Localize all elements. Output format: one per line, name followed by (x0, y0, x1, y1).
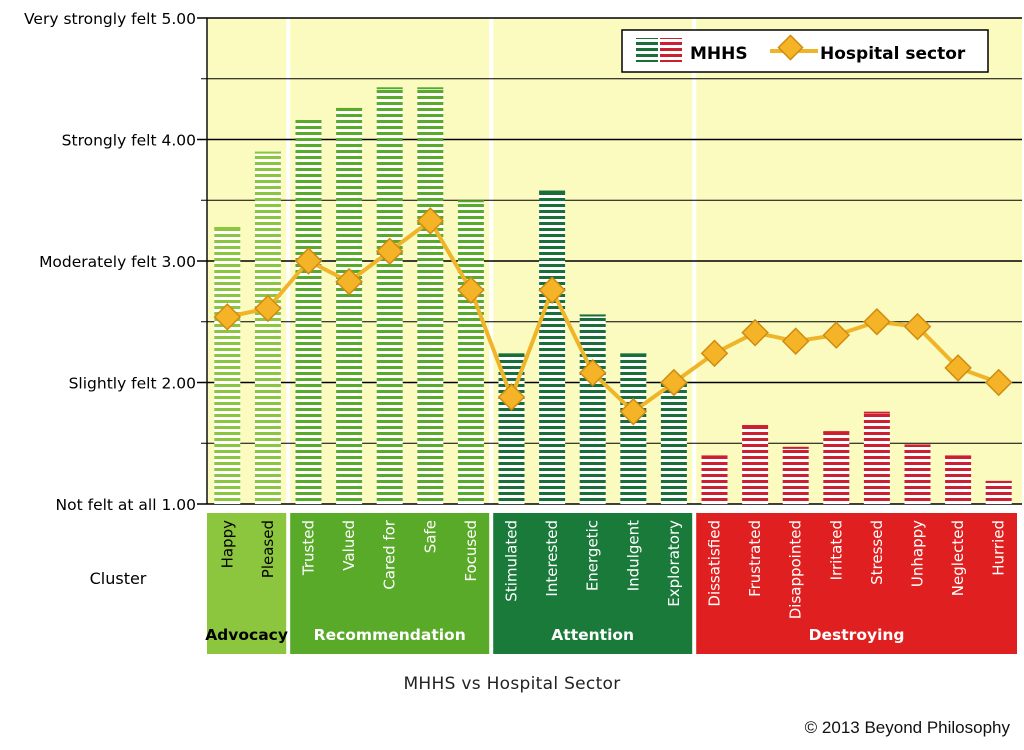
bar (660, 382, 687, 504)
bar (539, 190, 566, 504)
legend-label-hospital-sector: Hospital sector (820, 44, 966, 64)
hospital-sector-point (863, 307, 891, 336)
hospital-sector-point (457, 276, 485, 304)
bar (336, 107, 363, 504)
hospital-sector-point (497, 383, 526, 411)
bar (376, 87, 403, 504)
cluster-box (290, 513, 490, 654)
hospital-sector-point (903, 312, 932, 341)
bar (214, 226, 241, 505)
category-label: Pleased (259, 520, 277, 578)
bar (823, 431, 850, 504)
category-label: Neglected (949, 520, 967, 596)
bar (701, 455, 728, 504)
chart: Very strongly felt 5.00 Strongly felt 4.0… (24, 10, 1022, 654)
y-tick-label: Moderately felt 3.00 (39, 253, 196, 271)
hospital-sector-point (781, 327, 810, 355)
legend-swatch-hospital-sector (770, 34, 818, 61)
chart-title: MHHS vs Hospital Sector (403, 674, 621, 694)
hospital-sector-point (213, 303, 242, 331)
y-tick-label: Strongly felt 4.00 (62, 132, 196, 150)
cluster-name: Destroying (809, 626, 905, 644)
bar (295, 120, 322, 504)
category-label: Frustrated (746, 520, 764, 597)
cluster-box (207, 513, 287, 654)
copyright-notice: © 2013 Beyond Philosophy (804, 718, 1010, 737)
category-label: Focused (462, 520, 480, 582)
cluster-name: Recommendation (314, 626, 466, 644)
hospital-sector-point (375, 237, 404, 266)
category-label: Stressed (868, 520, 886, 585)
category-label: Safe (421, 520, 439, 553)
hospital-sector-point (619, 397, 648, 426)
legend-swatch-mhhs (636, 38, 682, 62)
y-tick-label: Very strongly felt 5.00 (24, 10, 196, 28)
category-label: Stimulated (503, 520, 521, 602)
hospital-sector-point (944, 354, 972, 382)
bar (863, 411, 890, 504)
hospital-sector-point (254, 294, 282, 323)
cluster-box (493, 513, 693, 654)
y-tick-label: Slightly felt 2.00 (69, 375, 196, 393)
hospital-sector-point (578, 358, 607, 387)
category-label: Cared for (381, 519, 399, 589)
hospital-sector-point (538, 276, 566, 304)
category-label: Hurried (990, 520, 1008, 576)
hospital-sector-point (335, 267, 363, 296)
hospital-sector-point (700, 339, 729, 368)
category-label: Valued (340, 520, 358, 571)
category-label: Happy (218, 520, 236, 569)
cluster-name: Advocacy (205, 626, 288, 644)
category-label: Dissatisfied (706, 520, 724, 607)
bar (782, 446, 809, 504)
bar (945, 455, 972, 504)
category-label: Energetic (584, 520, 602, 591)
bar (579, 314, 606, 504)
bar (985, 480, 1012, 504)
hospital-sector-point (822, 321, 851, 349)
category-label: Exploratory (665, 520, 683, 607)
cluster-box (696, 513, 1017, 654)
category-label: Trusted (300, 520, 318, 576)
bar (417, 87, 444, 504)
legend: MHHS Hospital sector (621, 29, 989, 73)
bar (620, 353, 647, 504)
hospital-sector-point (741, 318, 769, 347)
bar (254, 151, 281, 504)
hospital-sector-point (294, 247, 323, 275)
bar (457, 200, 484, 504)
category-label: Indulgent (624, 520, 642, 591)
bar (742, 425, 769, 504)
bar (904, 444, 931, 504)
category-label: Interested (543, 520, 561, 597)
category-label: Irritated (827, 520, 845, 580)
x-axis-label: Cluster (90, 569, 147, 588)
y-tick-label: Not felt at all 1.00 (56, 496, 196, 514)
hospital-sector-point (984, 368, 1013, 397)
legend-label-mhhs: MHHS (690, 44, 748, 64)
category-label: Disappointed (787, 520, 805, 619)
hospital-sector-point (416, 207, 445, 235)
hospital-sector-point (660, 368, 688, 397)
category-label: Unhappy (909, 520, 927, 587)
cluster-name: Attention (551, 626, 634, 644)
